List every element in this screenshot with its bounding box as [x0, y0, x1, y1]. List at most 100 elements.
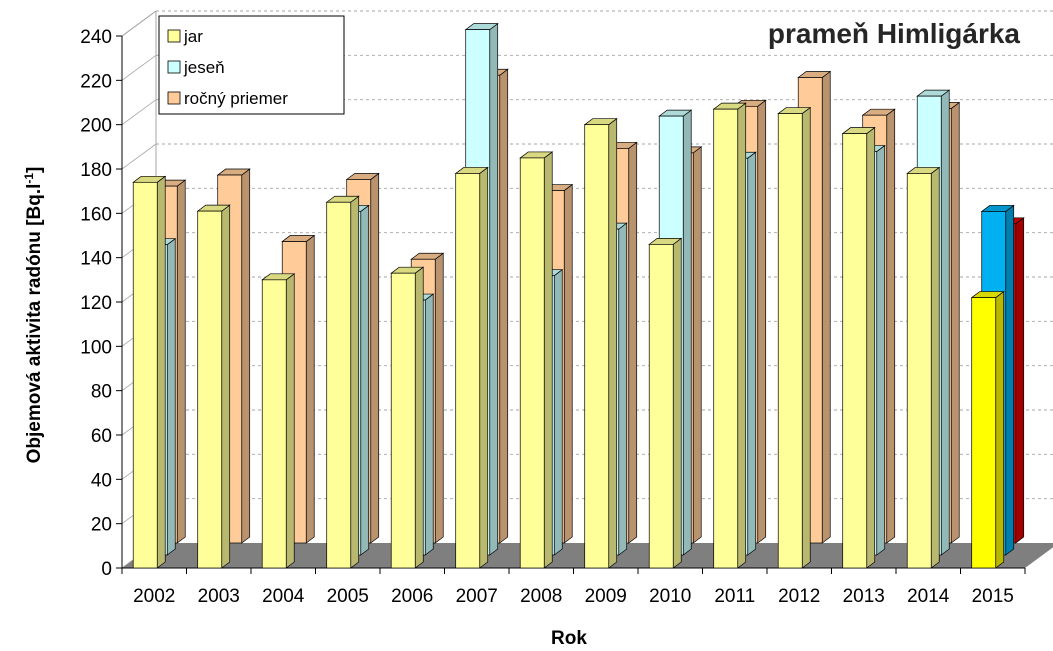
bar-jesen-2005-side [360, 204, 370, 556]
bar-jar-2004 [261, 273, 296, 569]
bar-jar-2009-front [584, 124, 610, 569]
legend-swatch-jesen [167, 60, 181, 74]
bar-priemer-2002-side [176, 179, 186, 544]
bar-jar-2006 [390, 266, 425, 569]
legend: jar jeseň ročný priemer [158, 15, 345, 115]
x-tick-label: 2006 [391, 586, 433, 607]
bar-jar-2008-front [519, 157, 545, 569]
y-tick-label: 180 [80, 160, 112, 181]
bar-jar-2013-front [842, 133, 868, 569]
bar-jar-2006-side [414, 266, 424, 569]
x-tick-label: 2009 [585, 586, 627, 607]
x-axis-ticks: 2002 2003 2004 2005 2006 2007 2008 2009 2010 2011… [121, 568, 1026, 607]
bar-jar-2012 [777, 106, 812, 569]
bar-jar-2011-side [737, 102, 747, 569]
y-tick-label: 220 [80, 71, 112, 92]
y-axis-title-main: Objemová aktivita radónu [Bq.l [24, 184, 45, 464]
bar-jesen-2010-side [682, 109, 692, 556]
x-tick-label: 2015 [972, 586, 1014, 607]
x-tick-label: 2012 [778, 586, 820, 607]
y-tick-label: 160 [80, 204, 112, 225]
y-tick-label: 200 [80, 116, 112, 137]
bar-jar-2004-side [285, 273, 295, 569]
x-tick-label: 2011 [714, 586, 755, 607]
bar-jar-2002 [132, 175, 167, 569]
y-axis-ticks: 0 20 40 60 80 100 120 140 160 180 200 220 240 [80, 27, 122, 580]
bar-jar-2004-front [261, 279, 287, 569]
bar-priemer-2007-side [499, 68, 509, 544]
x-tick-label: 2004 [262, 586, 305, 607]
bar-jar-2002-side [156, 175, 166, 569]
bar-priemer-2005-side [370, 172, 380, 544]
legend-swatch-jar [167, 29, 181, 43]
y-tick-label: 40 [91, 470, 112, 491]
bar-priemer-2010-side [692, 146, 702, 544]
y-tick-label: 60 [91, 426, 112, 447]
bar-jar-2005 [325, 195, 360, 569]
bar-jesen-2006-side [424, 293, 434, 556]
x-tick-label: 2014 [907, 586, 950, 607]
bar-jesen-2007-side [489, 22, 499, 556]
x-tick-label: 2013 [843, 586, 885, 607]
bar-priemer-2004-side [305, 234, 315, 544]
y-tick-label: 240 [80, 27, 112, 48]
x-axis-title: Rok [551, 628, 587, 649]
bar-jar-2006-front [390, 272, 416, 569]
x-tick-label: 2010 [649, 586, 691, 607]
bar-jesen-2009-side [618, 222, 628, 556]
bar-jar-2011 [712, 102, 747, 569]
bar-jesen-2011-side [747, 151, 757, 556]
bar-jar-2007-side [479, 166, 489, 569]
legend-label-priemer: ročný priemer [184, 89, 288, 108]
legend-label-jesen: jeseň [183, 58, 225, 77]
y-axis-title-end: ] [24, 167, 45, 173]
bar-jar-2014-front [906, 173, 932, 569]
grid-line-side [121, 99, 157, 125]
y-axis-title: Objemová aktivita radónu [Bq.l-1] [22, 167, 45, 464]
bar-jar-2008 [519, 151, 554, 569]
bar-jar-2012-front [777, 113, 803, 569]
bar-jar-2015 [970, 290, 1005, 569]
grid-line-side [121, 10, 157, 37]
legend-label-jar: jar [183, 27, 203, 46]
bar-jar-2005-front [326, 201, 352, 569]
bar-priemer-2006-side [434, 252, 444, 544]
bar-priemer-2008-side [563, 183, 573, 544]
bar-jar-2014-side [930, 166, 940, 569]
bar-jar-2014 [906, 166, 941, 569]
grid-line-side [121, 55, 157, 81]
y-axis-title-sup: -1 [22, 173, 36, 184]
grid-line-side [121, 143, 157, 170]
x-tick-label: 2005 [327, 586, 369, 607]
x-tick-label: 2007 [456, 586, 498, 607]
x-tick-label: 2003 [198, 586, 240, 607]
y-tick-label: 140 [80, 249, 112, 270]
bar-jar-2003-front [197, 210, 223, 569]
bar-priemer-2003-side [241, 168, 251, 544]
bar-jesen-2002-side [166, 237, 176, 556]
bar-jar-2013 [841, 126, 876, 569]
bar-priemer-2013-side [886, 108, 896, 544]
bar-jar-2013-side [866, 126, 876, 569]
bar-jar-2012-side [801, 106, 811, 569]
bar-jar-2007-front [455, 173, 481, 569]
bar-priemer-2012-side [821, 70, 831, 544]
x-tick-label: 2002 [133, 586, 175, 607]
bar-jar-2007 [454, 166, 489, 569]
y-tick-label: 120 [80, 293, 112, 314]
y-tick-label: 100 [80, 337, 112, 358]
bar-jar-2003 [196, 204, 231, 569]
x-tick-label: 2008 [520, 586, 562, 607]
bar-jar-2005-side [350, 195, 360, 569]
bar-priemer-2011-side [757, 99, 767, 544]
bar-jar-2010-front [648, 244, 674, 569]
y-tick-label: 0 [101, 559, 112, 580]
bar-jesen-2013-side [876, 144, 886, 556]
bar-jesen-2008-side [553, 269, 563, 556]
bar-jar-2008-side [543, 151, 553, 569]
bar-jar-2009 [583, 117, 618, 569]
y-tick-label: 20 [91, 515, 112, 536]
bar-jar-2010-side [672, 237, 682, 569]
